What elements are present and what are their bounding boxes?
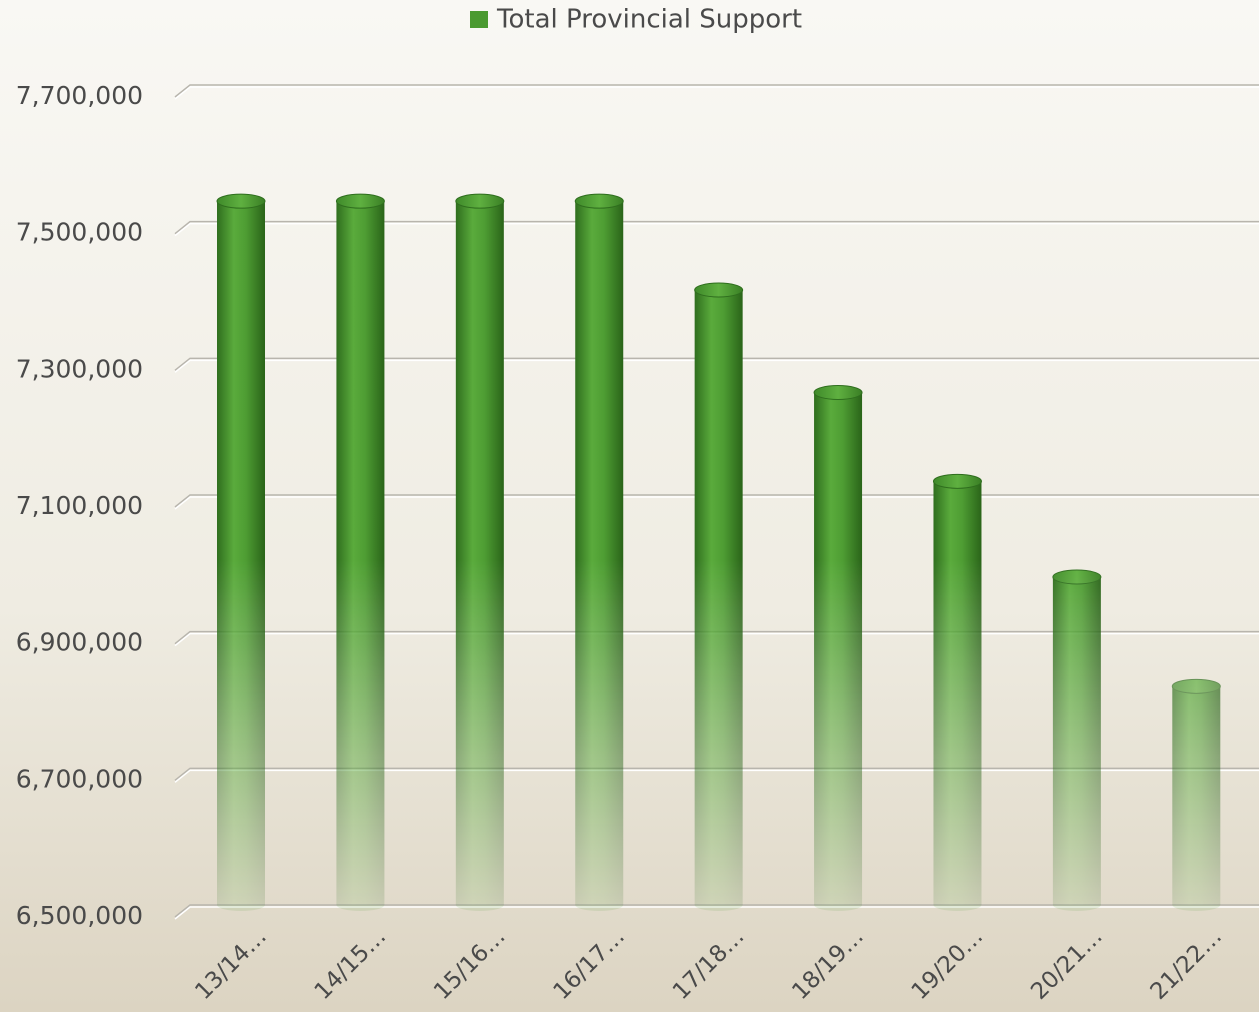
bar-cap [932,473,982,489]
grid-highlight [174,359,1259,373]
bar-cap [813,385,863,400]
y-tick-label: 6,700,000 [16,764,143,793]
grid-highlight [174,222,1259,237]
y-tick-label: 6,900,000 [16,628,143,657]
bar [336,201,385,905]
grid-line [174,220,1259,235]
y-tick-label: 7,500,000 [16,218,143,247]
bar [1172,686,1221,905]
grid-highlight [174,632,1259,647]
y-tick-label: 7,100,000 [16,491,143,520]
bar-cap [455,193,505,209]
grid-line [174,630,1259,645]
legend-swatch [470,11,488,28]
grid-highlight [174,86,1259,100]
bar [455,201,504,905]
grid [174,84,1259,920]
bar [933,481,982,905]
bar-cap [694,282,744,298]
y-tick-label: 7,300,000 [16,354,143,383]
bar [575,201,624,905]
bar-cap [1171,678,1221,694]
bar-cap [1052,569,1102,585]
grid-highlight [174,906,1259,920]
bar-cap [574,193,624,209]
bar-cap [216,193,266,209]
bars [216,193,1221,911]
legend-label: Total Provincial Support [496,5,802,35]
grid-line [174,767,1259,781]
y-tick-label: 7,700,000 [16,81,143,110]
bar [1052,577,1101,905]
grid-line [174,357,1259,371]
grid-highlight [174,496,1259,510]
bar-cap [335,193,385,209]
grid-line [174,84,1259,98]
bar [217,201,266,905]
grid-line [174,904,1259,918]
y-tick-label: 6,500,000 [16,901,143,930]
bar [814,392,863,905]
grid-highlight [174,769,1259,783]
bar [694,290,743,905]
grid-line [174,494,1259,508]
